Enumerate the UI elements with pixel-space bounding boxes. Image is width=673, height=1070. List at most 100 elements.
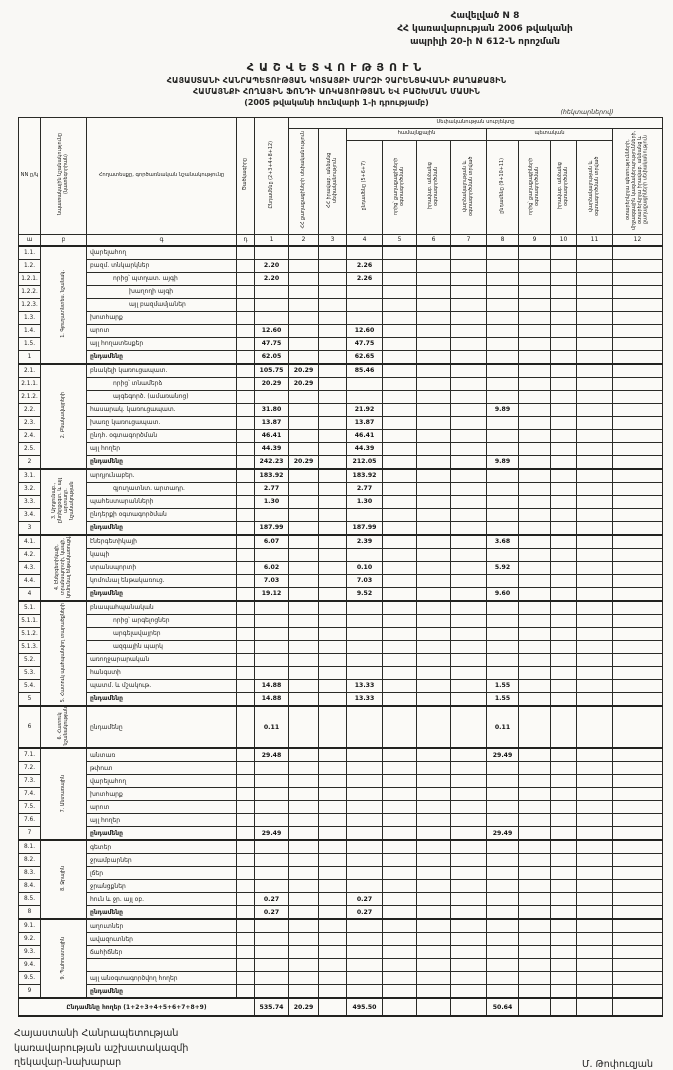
- value-cell-col9: [518, 932, 551, 947]
- table-row: 7.3. վարելահող: [18, 774, 663, 789]
- value-cell-col5: [382, 349, 417, 365]
- value-cell-col2: [288, 573, 319, 588]
- value-cell-col2: 20.29: [288, 454, 319, 470]
- value-cell-col11: [576, 918, 613, 934]
- value-cell-col3: [318, 402, 347, 417]
- table-row: 3.1. 3. Արդյունաբ., ընդերքօգտ. և այլ արտա…: [18, 467, 663, 536]
- code-cell: [236, 376, 255, 391]
- value-cell-col8: [486, 258, 519, 273]
- value-cell-col10: [550, 813, 577, 828]
- code-cell: [236, 984, 255, 999]
- value-cell-col5: [382, 599, 417, 615]
- value-cell-col2: [288, 481, 319, 496]
- value-cell-col3: [318, 839, 347, 855]
- value-cell-col8: [486, 813, 519, 828]
- value-cell-col5: [382, 866, 417, 881]
- value-cell-col5: [382, 984, 417, 999]
- table-row: 4.4. կոմունալ ենթակառուց. 7.03 7.03: [18, 573, 663, 588]
- value-cell-col2: [288, 441, 319, 456]
- value-cell-col2: [288, 866, 319, 881]
- value-cell-col1: 6.02: [254, 560, 289, 575]
- value-cell-col2: [288, 905, 319, 920]
- table-row: 1.2.2. խաղողի այգի: [18, 284, 663, 299]
- value-cell-col4: [346, 507, 383, 522]
- value-cell-col2: [288, 547, 319, 562]
- row-number-cell: 5.1.3.: [18, 639, 41, 654]
- grand-total-value-col10: [550, 997, 577, 1018]
- value-cell-col11: [576, 402, 613, 417]
- value-cell-col3: [318, 800, 347, 815]
- value-cell-col3: [318, 879, 347, 894]
- value-cell-col4: [346, 853, 383, 868]
- value-cell-col7: [450, 520, 487, 536]
- value-cell-col9: [518, 376, 551, 391]
- value-cell-col12: [612, 586, 663, 602]
- section-group-cell: 9. Պահուստային: [40, 918, 87, 999]
- value-cell-col2: [288, 639, 319, 654]
- value-cell-col2: [288, 800, 319, 815]
- row-label-cell: ընդերքի օգտագործման: [86, 507, 237, 522]
- value-cell-col3: [318, 774, 347, 789]
- value-cell-col1: 13.87: [254, 415, 289, 430]
- value-cell-col12: [612, 533, 663, 549]
- value-cell-col7: [450, 376, 487, 391]
- row-number-cell: 1.1.: [18, 244, 41, 260]
- value-cell-col8: [486, 892, 519, 907]
- value-cell-col5: [382, 520, 417, 536]
- row-number-cell: 7.1.: [18, 747, 41, 763]
- value-cell-col9: [518, 258, 551, 273]
- value-cell-col12: [612, 560, 663, 575]
- value-cell-col4: 2.26: [346, 271, 383, 286]
- value-cell-col12: [612, 520, 663, 536]
- row-number-cell: 9.3.: [18, 945, 41, 960]
- value-cell-col1: [254, 866, 289, 881]
- value-cell-col2: [288, 892, 319, 907]
- value-cell-col4: 1.30: [346, 494, 383, 509]
- code-cell: [236, 704, 255, 749]
- value-cell-col3: [318, 984, 347, 999]
- value-cell-col3: [318, 533, 347, 549]
- value-cell-col4: [346, 945, 383, 960]
- value-cell-col2: [288, 428, 319, 443]
- value-cell-col5: [382, 336, 417, 351]
- code-cell: [236, 787, 255, 802]
- value-cell-col1: 0.27: [254, 892, 289, 907]
- value-cell-col10: [550, 402, 577, 417]
- table-row: 2.1.1. որից՝ տնամերձ 20.29 20.29: [18, 376, 663, 391]
- row-number-cell: 1.2.3.: [18, 297, 41, 312]
- value-cell-col8: [486, 507, 519, 522]
- value-cell-col6: [416, 747, 451, 763]
- value-cell-col2: [288, 284, 319, 299]
- signatory-line3: ղեկավար-նախարար: [14, 1056, 122, 1068]
- row-number-cell: 7.4.: [18, 787, 41, 802]
- value-cell-col6: [416, 839, 451, 855]
- value-cell-col6: [416, 932, 451, 947]
- value-cell-col10: [550, 984, 577, 999]
- row-label-cell: ջրանցքներ: [86, 879, 237, 894]
- appendix-line2: ՀՀ կառավարության 2006 թվականի: [397, 24, 573, 35]
- value-cell-col9: [518, 761, 551, 776]
- value-cell-col1: [254, 599, 289, 615]
- row-number-cell: 7.3.: [18, 774, 41, 789]
- value-cell-col1: [254, 839, 289, 855]
- value-cell-col1: [254, 244, 289, 260]
- code-cell: [236, 678, 255, 693]
- value-cell-col1: 12.60: [254, 323, 289, 338]
- value-cell-col4: 44.39: [346, 441, 383, 456]
- value-cell-col1: [254, 984, 289, 999]
- value-cell-col2: [288, 984, 319, 999]
- value-cell-col11: [576, 932, 613, 947]
- value-cell-col6: [416, 573, 451, 588]
- row-number-cell: 2.1.2.: [18, 389, 41, 404]
- signatory-position: Հայաստանի Հանրապետության կառավարության ա…: [14, 1027, 188, 1070]
- value-cell-col10: [550, 761, 577, 776]
- value-cell-col5: [382, 533, 417, 549]
- value-cell-col10: [550, 774, 577, 789]
- value-cell-col11: [576, 678, 613, 693]
- value-cell-col4: 62.65: [346, 349, 383, 365]
- table-row: 2.2. հասարակ. կառուցապատ. 31.80 21.92 9.89: [18, 402, 663, 417]
- value-cell-col9: [518, 918, 551, 934]
- value-cell-col10: [550, 415, 577, 430]
- value-cell-col7: [450, 652, 487, 667]
- value-cell-col11: [576, 599, 613, 615]
